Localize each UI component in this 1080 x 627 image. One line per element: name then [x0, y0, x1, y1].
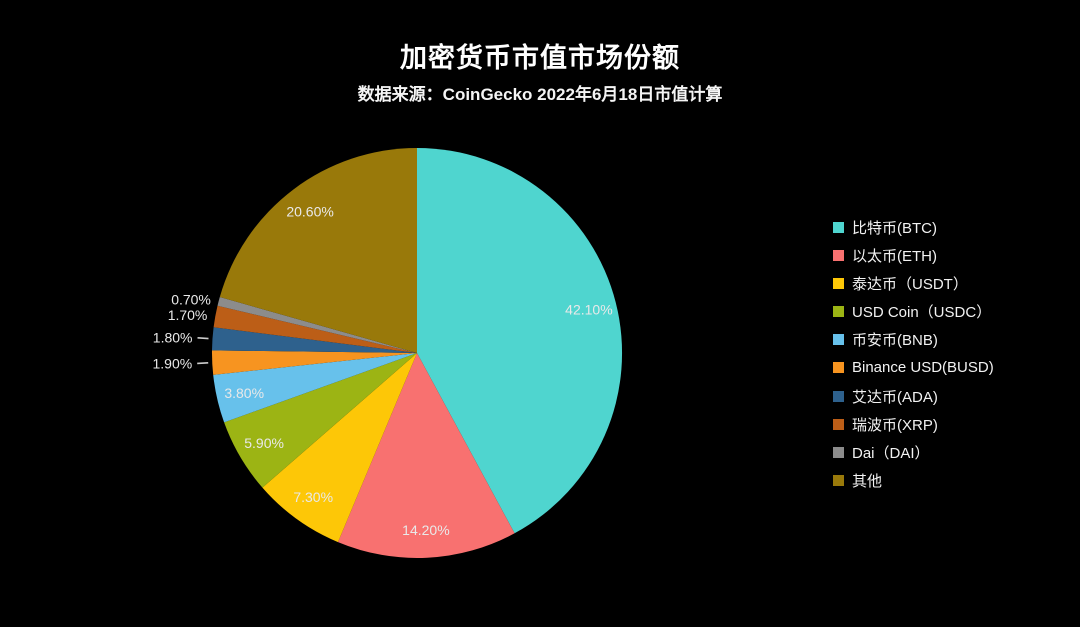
- legend-item: 以太币(ETH): [833, 245, 994, 265]
- pie-slice-3: [224, 353, 417, 488]
- slice-pct-label: 3.80%: [224, 385, 264, 401]
- legend-swatch: [833, 475, 844, 487]
- chart-subtitle: 数据来源：CoinGecko 2022年6月18日市值计算: [357, 85, 723, 104]
- legend-item-label: 币安币(BNB): [852, 332, 938, 350]
- label-leader-line: [197, 362, 209, 365]
- legend-item-label: USD Coin（USDC）: [852, 304, 992, 322]
- legend-swatch: [833, 418, 844, 430]
- legend-item: Dai（DAI）: [833, 443, 994, 463]
- slice-pct-label: 20.60%: [286, 204, 333, 220]
- legend-swatch: [833, 447, 844, 458]
- legend-item-label: Binance USD(BUSD): [852, 359, 994, 377]
- slice-pct-label: 14.20%: [402, 522, 449, 538]
- legend-item: 其他: [833, 471, 994, 491]
- legend-swatch: [833, 221, 844, 233]
- pie-slice-8: [217, 297, 417, 353]
- slice-pct-label: 7.30%: [293, 489, 333, 505]
- pie-slice-9: [219, 148, 417, 353]
- pie-slice-2: [262, 353, 417, 543]
- legend-item-label: 比特币(BTC): [852, 219, 937, 237]
- legend-item-label: 瑞波币(XRP): [852, 416, 938, 434]
- pie-slice-7: [213, 305, 417, 353]
- legend-swatch: [833, 334, 844, 346]
- legend-item-label: Dai（DAI）: [852, 445, 930, 462]
- legend-item: 币安币(BNB): [833, 330, 994, 350]
- legend-swatch: [833, 306, 844, 318]
- slice-pct-label: 1.80%: [153, 330, 193, 346]
- legend-item-label: 其他: [852, 473, 883, 491]
- legend-swatch: [833, 390, 844, 402]
- legend-item: 比特币(BTC): [833, 217, 994, 237]
- slice-pct-label: 1.70%: [168, 307, 208, 323]
- legend-item: Binance USD(BUSD): [833, 358, 994, 378]
- pie-slice-0: [417, 147, 623, 534]
- slice-pct-label: 42.10%: [565, 301, 612, 317]
- chart-header: 加密货币市值市场份额 数据来源：CoinGecko 2022年6月18日市值计算: [0, 36, 1080, 105]
- pie-slice-5: [211, 350, 417, 375]
- legend-item: 泰达币（USDT）: [833, 273, 994, 293]
- legend-item-label: 以太币(ETH): [852, 247, 937, 265]
- legend-item: 艾达币(ADA): [833, 386, 994, 406]
- chart-title: 加密货币市值市场份额: [400, 43, 680, 73]
- slice-pct-label: 5.90%: [244, 435, 284, 451]
- legend-item-label: 泰达币（USDT）: [852, 275, 968, 293]
- legend-swatch: [833, 249, 844, 261]
- pie-slice-4: [213, 353, 417, 423]
- slice-pct-label: 1.90%: [152, 356, 192, 372]
- legend: 比特币(BTC) 以太币(ETH) 泰达币（USDT） USD Coin（USD…: [833, 217, 994, 499]
- legend-swatch: [833, 362, 844, 374]
- label-leader-line: [197, 337, 209, 340]
- slice-pct-label: 0.70%: [171, 291, 211, 307]
- legend-item: USD Coin（USDC）: [833, 302, 994, 322]
- legend-item: 瑞波币(XRP): [833, 414, 994, 434]
- pie-slice-1: [338, 353, 515, 558]
- legend-item-label: 艾达币(ADA): [852, 388, 938, 406]
- pie-slice-6: [212, 327, 417, 353]
- legend-swatch: [833, 277, 844, 289]
